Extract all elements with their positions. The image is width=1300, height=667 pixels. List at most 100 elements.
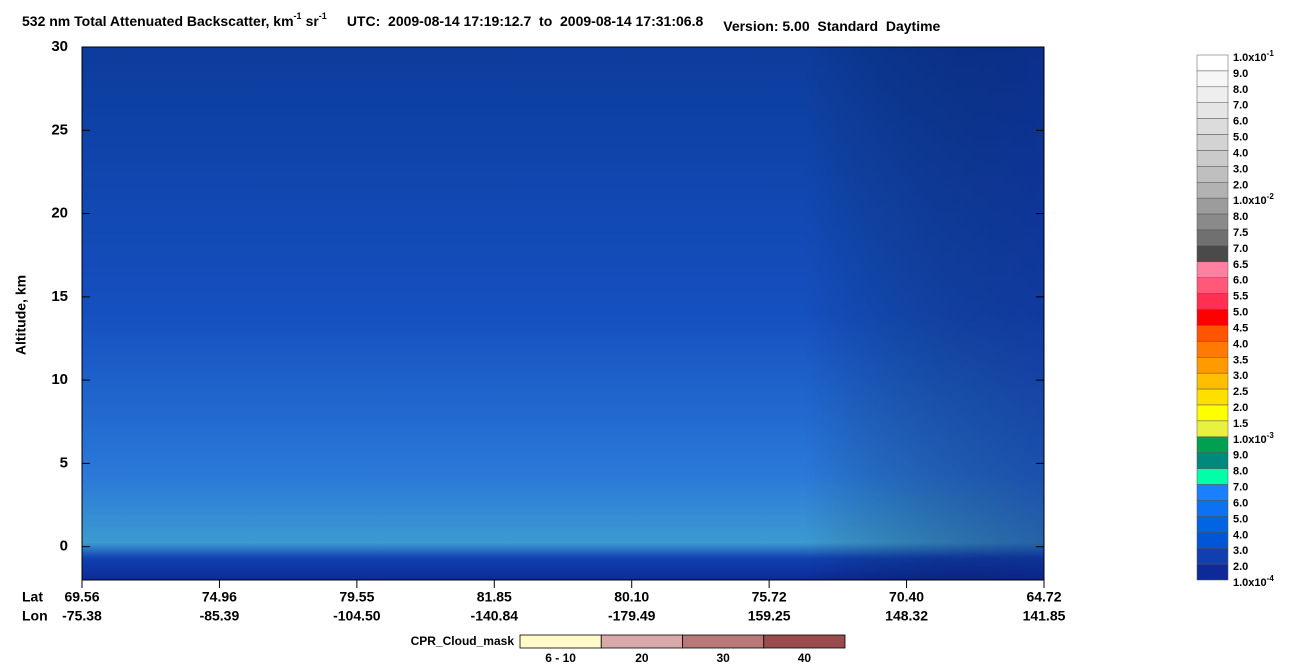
colorbar-swatch bbox=[1196, 54, 1229, 72]
colorbar-swatch bbox=[1196, 532, 1229, 549]
colorbar-label-text: 7.5 bbox=[1233, 227, 1248, 239]
colorbar-label-text: 5.0 bbox=[1233, 513, 1248, 525]
colorbar-label: 4.0 bbox=[1233, 529, 1248, 541]
colorbar-swatch bbox=[1196, 70, 1229, 88]
title-part: 532 nm Total Attenuated Backscatter, km bbox=[22, 13, 294, 29]
y-tick-label: 25 bbox=[51, 121, 68, 138]
colorbar-label-text: 5.5 bbox=[1233, 291, 1248, 303]
colorbar-label: 1.0x10-4 bbox=[1233, 574, 1274, 589]
colorbar-label-text: 7.0 bbox=[1233, 243, 1248, 255]
colorbar-label-text: 8.0 bbox=[1233, 466, 1248, 478]
colorbar-label: 1.5 bbox=[1233, 418, 1248, 430]
colorbar-swatch bbox=[1196, 245, 1229, 263]
colorbar-label-text: 1.0x10 bbox=[1233, 434, 1267, 446]
y-tick-label: 15 bbox=[51, 288, 68, 305]
y-tick-label: 0 bbox=[60, 538, 68, 555]
colorbar-label: 7.0 bbox=[1233, 243, 1248, 255]
title-part: UTC: 2009-08-14 17:19:12.7 to 2009-08-14… bbox=[347, 13, 704, 29]
colorbar-swatch bbox=[1196, 86, 1229, 103]
colorbar-label: 7.0 bbox=[1233, 100, 1248, 112]
x-tick-label-lon: 141.85 bbox=[1023, 608, 1066, 624]
colorbar-label-text: 9.0 bbox=[1233, 68, 1248, 80]
colorbar-label: 6.0 bbox=[1233, 497, 1248, 509]
x-tick-label-lat: 69.56 bbox=[64, 589, 99, 605]
colorbar-label: 6.0 bbox=[1233, 116, 1248, 128]
colorbar-swatch bbox=[1196, 293, 1229, 310]
cpr-legend-label: 20 bbox=[635, 651, 649, 665]
colorbar-label-text: 1.5 bbox=[1233, 418, 1248, 430]
colorbar-label: 2.5 bbox=[1233, 386, 1248, 398]
colorbar-label: 5.5 bbox=[1233, 291, 1248, 303]
colorbar-label-text: 5.0 bbox=[1233, 306, 1248, 318]
colorbar-swatch bbox=[1196, 420, 1229, 438]
y-tick-label: 20 bbox=[51, 205, 68, 222]
x-row-name: Lat bbox=[22, 589, 43, 605]
plot-frame bbox=[81, 46, 1045, 581]
colorbar-label-text: 2.0 bbox=[1233, 402, 1248, 414]
colorbar-label: 4.0 bbox=[1233, 338, 1248, 350]
colorbar-swatch bbox=[1196, 500, 1229, 517]
colorbar-label-text: 1.0x10 bbox=[1233, 195, 1267, 207]
colorbar-label-superscript: -4 bbox=[1267, 574, 1275, 583]
x-tick-label-lon: -140.84 bbox=[471, 608, 519, 624]
x-row-name: Lon bbox=[22, 608, 48, 624]
title-superscript: -1 bbox=[294, 11, 302, 21]
title-superscript: -1 bbox=[319, 11, 327, 21]
colorbar-label-text: 4.0 bbox=[1233, 338, 1248, 350]
colorbar-label-text: 2.0 bbox=[1233, 561, 1248, 573]
colorbar-label-text: 6.0 bbox=[1233, 116, 1248, 128]
colorbar-label: 4.5 bbox=[1233, 322, 1248, 334]
cpr-legend-swatch bbox=[600, 634, 683, 649]
colorbar-label-text: 2.0 bbox=[1233, 179, 1248, 191]
colorbar-swatch bbox=[1196, 166, 1229, 183]
cpr-legend-label: 30 bbox=[716, 651, 730, 665]
y-tick-label: 10 bbox=[51, 371, 68, 388]
colorbar-label: 2.0 bbox=[1233, 179, 1248, 191]
colorbar-swatch bbox=[1196, 547, 1229, 565]
colorbar-swatch bbox=[1196, 102, 1229, 119]
colorbar-swatch bbox=[1196, 516, 1229, 533]
colorbar-swatch bbox=[1196, 134, 1229, 151]
colorbar-swatch bbox=[1196, 197, 1229, 215]
cpr-legend-label: 40 bbox=[798, 651, 812, 665]
colorbar-label: 3.5 bbox=[1233, 354, 1248, 366]
colorbar-label-superscript: -3 bbox=[1267, 431, 1275, 440]
colorbar-label-text: 3.0 bbox=[1233, 370, 1248, 382]
x-tick-label-lat: 79.55 bbox=[339, 589, 374, 605]
colorbar-label-text: 6.5 bbox=[1233, 259, 1248, 271]
colorbar-swatch bbox=[1196, 484, 1229, 501]
colorbar-label-text: 7.0 bbox=[1233, 481, 1248, 493]
cpr-legend-swatch bbox=[682, 634, 765, 649]
colorbar-label-text: 4.5 bbox=[1233, 322, 1248, 334]
colorbar-label-text: 6.0 bbox=[1233, 275, 1248, 287]
colorbar-label-text: 1.0x10 bbox=[1233, 52, 1267, 64]
title-part: Version: 5.00 Standard Daytime bbox=[723, 18, 940, 34]
colorbar-label-text: 3.5 bbox=[1233, 354, 1248, 366]
colorbar-swatch bbox=[1196, 213, 1229, 231]
colorbar-label-text: 1.0x10 bbox=[1233, 577, 1267, 589]
colorbar-label-text: 5.0 bbox=[1233, 131, 1248, 143]
colorbar-label: 8.0 bbox=[1233, 211, 1248, 223]
x-tick-label-lon: -104.50 bbox=[333, 608, 381, 624]
x-tick-label-lat: 81.85 bbox=[477, 589, 512, 605]
colorbar-label-text: 7.0 bbox=[1233, 100, 1248, 112]
y-tick-label: 30 bbox=[51, 38, 68, 55]
colorbar-label-superscript: -1 bbox=[1267, 49, 1275, 58]
x-tick-label-lat: 75.72 bbox=[752, 589, 787, 605]
colorbar-label: 6.5 bbox=[1233, 259, 1248, 271]
colorbar-label-text: 3.0 bbox=[1233, 545, 1248, 557]
colorbar-swatch bbox=[1196, 261, 1229, 278]
x-tick-label-lon: -179.49 bbox=[608, 608, 656, 624]
colorbar-label-text: 3.0 bbox=[1233, 163, 1248, 175]
x-tick-label-lat: 80.10 bbox=[614, 589, 649, 605]
colorbar-label: 3.0 bbox=[1233, 545, 1248, 557]
colorbar-swatch bbox=[1196, 229, 1229, 247]
x-tick-label-lat: 64.72 bbox=[1026, 589, 1061, 605]
colorbar-swatch bbox=[1196, 277, 1229, 294]
colorbar-label-text: 4.0 bbox=[1233, 147, 1248, 159]
cpr-legend-swatch bbox=[763, 634, 846, 649]
chart-title: 532 nm Total Attenuated Backscatter, km-… bbox=[22, 11, 941, 33]
colorbar-swatch bbox=[1196, 182, 1229, 199]
x-tick-label-lon: 159.25 bbox=[748, 608, 791, 624]
